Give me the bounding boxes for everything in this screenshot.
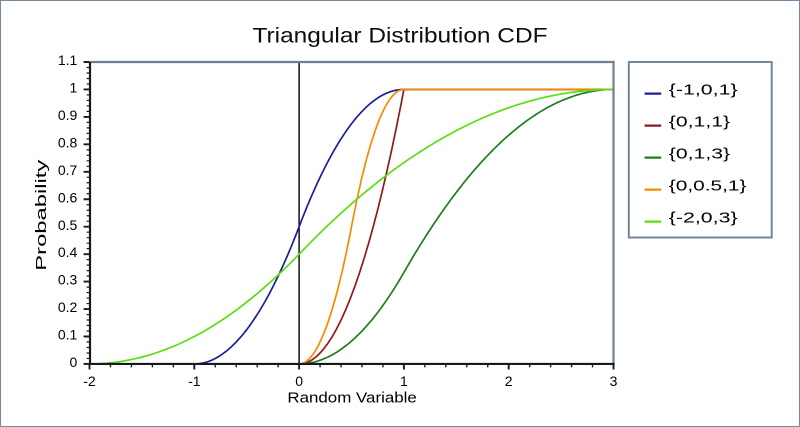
svg-text:0: 0 — [70, 354, 78, 370]
svg-text:0.8: 0.8 — [58, 135, 78, 151]
svg-text:0: 0 — [295, 373, 303, 389]
svg-text:1.1: 1.1 — [58, 52, 78, 68]
svg-text:{0,1,1}: {0,1,1} — [669, 115, 730, 131]
svg-text:0.1: 0.1 — [58, 327, 78, 343]
svg-text:{0,1,3}: {0,1,3} — [669, 147, 730, 163]
svg-text:{-1,0,1}: {-1,0,1} — [669, 83, 738, 99]
svg-text:1: 1 — [70, 80, 78, 96]
svg-text:0.6: 0.6 — [58, 189, 78, 205]
svg-text:0.5: 0.5 — [58, 217, 78, 233]
svg-text:Triangular Distribution CDF: Triangular Distribution CDF — [253, 24, 548, 48]
svg-text:1: 1 — [400, 373, 408, 389]
svg-text:{0,0.5,1}: {0,0.5,1} — [669, 179, 747, 195]
svg-text:0.7: 0.7 — [58, 162, 78, 178]
svg-text:-1: -1 — [188, 373, 201, 389]
svg-text:0.4: 0.4 — [58, 244, 78, 260]
svg-text:Probability: Probability — [33, 159, 50, 271]
svg-text:2: 2 — [505, 373, 513, 389]
svg-text:0.2: 0.2 — [58, 299, 78, 315]
svg-text:0.3: 0.3 — [58, 272, 78, 288]
svg-text:0.9: 0.9 — [58, 107, 78, 123]
svg-text:-2: -2 — [83, 373, 96, 389]
svg-text:{-2,0,3}: {-2,0,3} — [669, 211, 738, 227]
svg-text:Random Variable: Random Variable — [287, 389, 417, 406]
svg-text:3: 3 — [610, 373, 618, 389]
